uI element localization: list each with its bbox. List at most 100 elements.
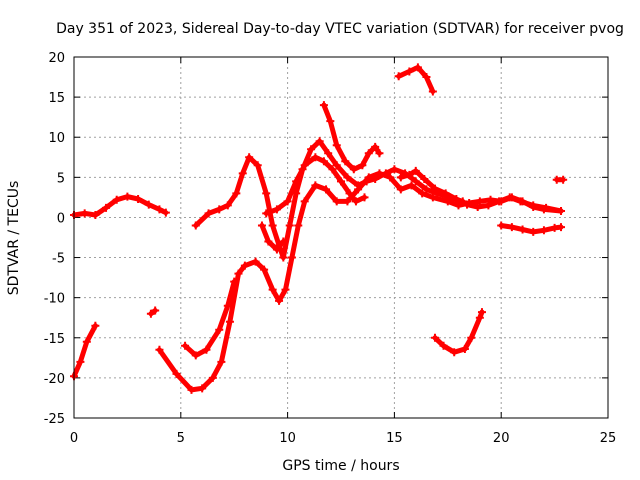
tick-layer: 0 5 10 15 20 25 20 15 10 5 0 -5 -10 -15 -20 -25 (44, 51, 617, 446)
data-point (161, 208, 170, 217)
data-point (232, 189, 241, 198)
data-point (102, 203, 111, 212)
y-tick-label: 0 (57, 211, 65, 226)
series-track-6 (193, 138, 466, 261)
series-track-9 (259, 223, 286, 252)
data-point (463, 200, 472, 209)
data-point (268, 221, 277, 230)
data-point (360, 193, 369, 202)
grid-layer (74, 57, 608, 418)
data-point (240, 261, 249, 270)
series-track-10 (396, 64, 436, 94)
data-point (516, 197, 525, 206)
data-point (272, 245, 281, 254)
data-point (386, 173, 395, 182)
data-point (217, 357, 226, 366)
plot-frame (73, 56, 609, 419)
data-point (371, 174, 380, 183)
y-tick-label: 20 (48, 51, 65, 66)
data-point (557, 223, 566, 232)
data-point (460, 345, 469, 354)
data-point (112, 195, 121, 204)
data-point (319, 157, 328, 166)
data-point (495, 197, 504, 206)
data-point (518, 225, 527, 234)
data-point (475, 197, 484, 206)
data-point (234, 269, 243, 278)
data-point (172, 369, 181, 378)
data-point (441, 189, 450, 198)
data-point (420, 174, 429, 183)
data-point (324, 149, 333, 158)
data-point (155, 345, 164, 354)
data-point (187, 385, 196, 394)
data-point (283, 197, 292, 206)
data-point (557, 207, 566, 216)
series-layer (70, 63, 568, 394)
data-point (411, 177, 420, 186)
data-point (245, 153, 254, 162)
x-tick-label: 25 (600, 431, 617, 446)
data-point (80, 209, 89, 218)
data-point (300, 161, 309, 170)
data-point (411, 166, 420, 175)
data-point (413, 63, 422, 72)
x-tick-label: 10 (279, 431, 296, 446)
data-point (123, 192, 132, 201)
data-point (287, 253, 296, 262)
data-point (279, 253, 288, 262)
series-track-1 (71, 194, 169, 218)
data-point (529, 227, 538, 236)
data-point (539, 226, 548, 235)
data-point (262, 209, 271, 218)
data-point (281, 285, 290, 294)
data-point (319, 101, 328, 110)
data-point (422, 185, 431, 194)
data-point (315, 137, 324, 146)
data-point (343, 197, 352, 206)
y-tick-label: -25 (44, 412, 65, 427)
data-point (82, 337, 91, 346)
data-point (155, 205, 164, 214)
data-point (292, 177, 301, 186)
data-point (76, 357, 85, 366)
y-axis-label: SDTVAR / TECUs (6, 181, 22, 296)
data-point (146, 309, 155, 318)
y-tick-label: -5 (52, 252, 65, 267)
data-point (285, 221, 294, 230)
data-point (332, 161, 341, 170)
data-point (322, 185, 331, 194)
data-point (91, 211, 100, 220)
data-point (475, 313, 484, 322)
data-point (328, 165, 337, 174)
y-tick-label: 10 (48, 131, 65, 146)
data-point (202, 345, 211, 354)
data-point (430, 184, 439, 193)
data-point (467, 333, 476, 342)
data-point (337, 177, 345, 186)
data-point (405, 67, 414, 76)
data-point (362, 177, 371, 186)
data-point (507, 223, 516, 232)
data-point (294, 221, 303, 230)
data-point (230, 277, 239, 286)
data-point (198, 384, 207, 393)
data-point (300, 197, 309, 206)
data-point (394, 72, 403, 81)
x-axis-label: GPS time / hours (282, 458, 399, 474)
y-tick-label: -15 (44, 332, 65, 347)
data-point (418, 189, 427, 198)
data-point (191, 221, 200, 230)
data-point (390, 165, 399, 174)
data-point (134, 194, 143, 203)
y-tick-label: 5 (57, 171, 65, 186)
data-point (497, 221, 506, 230)
data-point (262, 189, 271, 198)
data-point (275, 296, 284, 305)
chart-title: Day 351 of 2023, Sidereal Day-to-day VTE… (56, 21, 624, 37)
data-point (452, 194, 461, 203)
data-point (326, 117, 335, 126)
data-point (144, 200, 153, 209)
data-point (428, 87, 437, 96)
